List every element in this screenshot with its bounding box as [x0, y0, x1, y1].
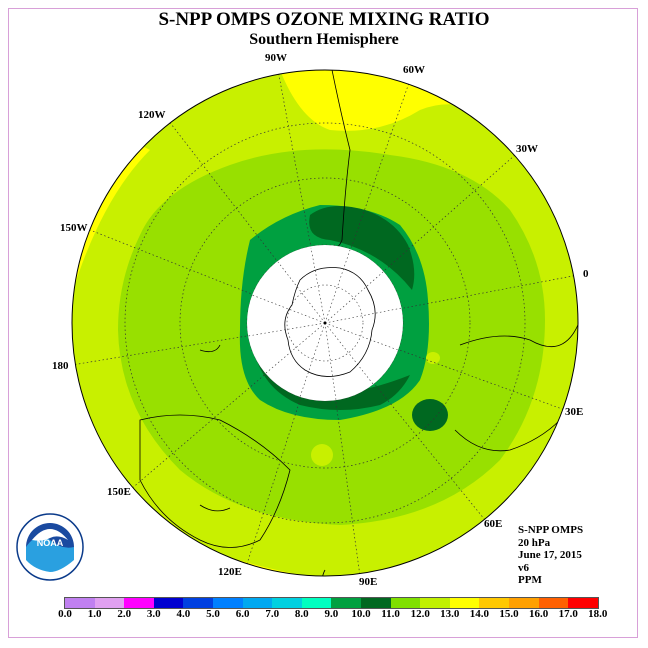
map-subtitle: Southern Hemisphere: [249, 31, 399, 48]
colorbar-swatch: [420, 598, 450, 608]
lon-label-120e: 120E: [218, 566, 242, 578]
field-10-c: [412, 399, 448, 431]
colorbar-tick-label: 4.0: [176, 608, 191, 620]
colorbar-tick-label: 5.0: [206, 608, 220, 620]
colorbar-swatch: [479, 598, 509, 608]
colorbar-tick-label: 14.0: [469, 608, 490, 620]
colorbar-tick-label: 11.0: [381, 608, 400, 620]
colorbar-swatch: [360, 598, 391, 608]
colorbar-tick-label: 12.0: [410, 608, 430, 620]
info-version: v6: [518, 561, 529, 574]
colorbar-tick-label: 10.0: [351, 608, 371, 620]
colorbar-tick-label: 7.0: [265, 608, 280, 620]
lon-label-90w: 90W: [265, 52, 287, 64]
colorbar-swatch: [449, 598, 480, 608]
colorbar-swatch: [212, 598, 243, 608]
lon-label-60e: 60E: [484, 518, 503, 530]
field-10-b: [255, 355, 410, 410]
field-12-blob2: [426, 352, 440, 364]
colorbar-swatch: [124, 598, 154, 608]
colorbar-swatch: [94, 598, 125, 608]
colorbar-swatch: [242, 598, 273, 608]
antarctica-coastline: [284, 267, 376, 377]
lon-label-30w: 30W: [516, 143, 538, 155]
colorbar-tick-label: 18.0: [588, 608, 608, 620]
graticule: [72, 70, 578, 576]
figure-frame: [8, 8, 638, 638]
colorbar-tick-label: 15.0: [499, 608, 519, 620]
noaa-logo-wave: [26, 536, 74, 572]
colorbar: [64, 597, 599, 609]
colorbar-swatch: [272, 598, 302, 608]
colorbar-swatch: [153, 598, 184, 608]
colorbar-tick-label: 0.0: [58, 608, 72, 620]
colorbar-tick-label: 9.0: [324, 608, 339, 620]
colorbar-swatch: [568, 598, 598, 608]
colorbar-tick-label: 13.0: [440, 608, 460, 620]
map-title: S-NPP OMPS OZONE MIXING RATIO: [158, 9, 490, 30]
colorbar-tick-label: 8.0: [294, 608, 309, 620]
colorbar-swatch: [183, 598, 213, 608]
colorbar-tick-label: 1.0: [87, 608, 102, 620]
field-10-a: [309, 206, 415, 290]
colorbar-swatch: [331, 598, 361, 608]
noaa-logo-text: NOAA: [37, 538, 64, 548]
coastlines: [139, 70, 578, 576]
info-instrument: S-NPP OMPS: [518, 524, 584, 536]
lon-label-150e: 150E: [107, 486, 131, 498]
info-date: June 17, 2015: [518, 549, 582, 561]
south-pole-marker: [323, 321, 327, 325]
product-info: S-NPP OMPS 20 hPa June 17, 2015 v6 PPM: [518, 524, 583, 587]
colorbar-tick-label: 3.0: [146, 608, 161, 620]
cap-graticule: [247, 247, 403, 401]
info-level: 20 hPa: [518, 536, 551, 549]
lon-label-90e: 90E: [359, 576, 378, 588]
colorbar-swatch: [301, 598, 332, 608]
noaa-logo-bird: [32, 529, 68, 541]
colorbar-tick-label: 17.0: [558, 608, 578, 620]
lon-label-60w: 60W: [403, 64, 425, 76]
colorbar-swatch: [538, 598, 569, 608]
colorbar-tick-label: 2.0: [117, 608, 132, 620]
lon-label-150w: 150W: [60, 222, 88, 234]
colorbar-swatch: [508, 598, 539, 608]
lon-label-0: 0: [583, 268, 589, 280]
lon-label-120w: 120W: [138, 109, 166, 121]
field-12-blob: [311, 444, 333, 466]
lon-label-30e: 30E: [565, 406, 584, 418]
colorbar-tick-label: 6.0: [235, 608, 250, 620]
map-boundary: [71, 69, 579, 577]
lon-label-180: 180: [52, 360, 69, 372]
info-units: PPM: [518, 574, 542, 586]
colorbar-swatch: [390, 598, 421, 608]
colorbar-swatch: [65, 598, 95, 608]
colorbar-tick-label: 16.0: [528, 608, 549, 620]
